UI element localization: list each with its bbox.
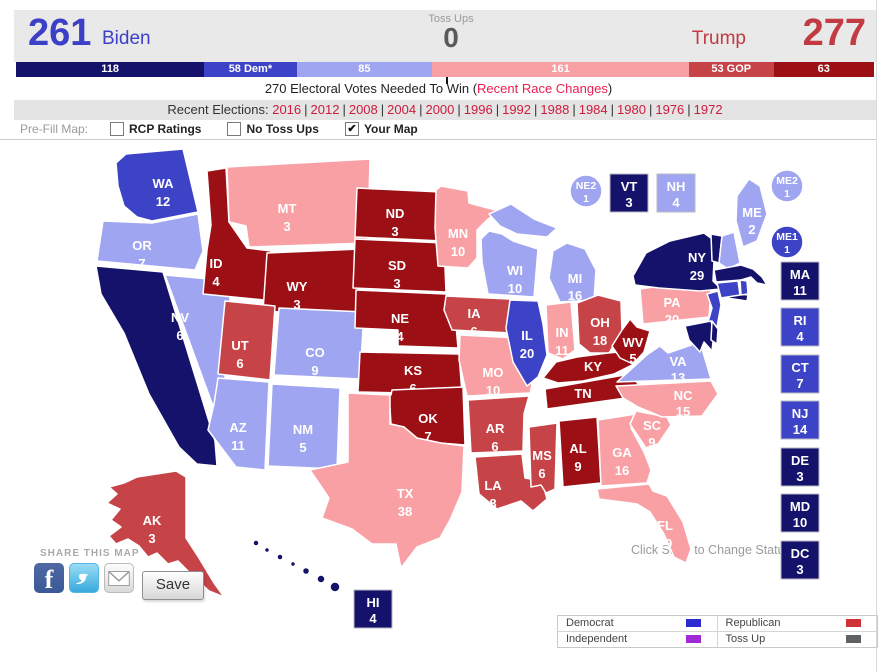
gop-candidate-label: Trump — [691, 28, 746, 49]
prefill-row: Pre-Fill Map: RCP Ratings No Toss Ups ✔ … — [20, 120, 444, 138]
district-me1[interactable]: ME1 1 — [770, 225, 804, 259]
legend-tossup: Toss Up — [718, 632, 878, 648]
bar-segment-lean-dem: 85 — [296, 62, 433, 77]
score-header: 261 Biden Toss Ups 0 Trump 277 — [14, 10, 876, 62]
bar-segment-lean-gop: 161 — [432, 62, 689, 77]
state-ri-shape[interactable] — [739, 279, 749, 296]
recent-elections-row: Recent Elections: 2016 | 2012 | 2008 | 2004 | 20… — [14, 100, 876, 120]
state-me[interactable]: ME 2 — [735, 178, 768, 248]
bar-segment-dem: 58 Dem* — [204, 62, 297, 77]
dem-total: 261 — [28, 12, 92, 54]
year-link-1980[interactable]: 1980 — [617, 102, 646, 117]
state-ct-shape[interactable] — [716, 280, 741, 299]
map-legend: Democrat Republican Independent Toss Up — [557, 615, 878, 648]
state-box-ri[interactable]: RI 4 — [780, 307, 820, 347]
state-box-ma[interactable]: MA 11 — [780, 261, 820, 301]
year-link-1996[interactable]: 1996 — [463, 102, 493, 117]
no-toss-ups-checkbox[interactable] — [227, 122, 242, 136]
year-link-2000[interactable]: 2000 — [425, 102, 455, 117]
year-link-1976[interactable]: 1976 — [655, 102, 685, 117]
prefill-option-rcp-ratings[interactable]: RCP Ratings — [110, 122, 201, 136]
state-box-ct[interactable]: CT 7 — [780, 354, 820, 394]
democrat-swatch — [685, 619, 701, 628]
twitter-icon[interactable] — [69, 563, 99, 593]
state-ms[interactable]: MS 6 — [528, 422, 558, 494]
state-al[interactable]: AL 9 — [558, 416, 602, 488]
state-de-shape[interactable] — [710, 320, 719, 345]
district-ne2[interactable]: NE2 1 — [569, 174, 603, 208]
prefill-option-no-toss-ups[interactable]: No Toss Ups — [227, 122, 319, 136]
year-link-2012[interactable]: 2012 — [310, 102, 340, 117]
state-box-vt[interactable]: VT 3 — [609, 173, 649, 213]
save-button[interactable]: Save — [142, 571, 204, 600]
republican-swatch — [846, 619, 861, 628]
state-wi[interactable]: WI 10 — [480, 230, 539, 298]
dem-candidate-label: Biden — [102, 28, 151, 49]
state-box-nj[interactable]: NJ 14 — [780, 400, 820, 440]
legend-republican: Republican — [717, 616, 877, 632]
state-box-md[interactable]: MD 10 — [780, 493, 820, 533]
tossup-label: Toss Ups — [428, 13, 474, 25]
state-fl[interactable]: FL 29 — [596, 483, 692, 564]
state-box-nh[interactable]: NH 4 — [656, 173, 696, 213]
state-box-de[interactable]: DE 3 — [780, 447, 820, 487]
state-nc[interactable]: NC 15 — [615, 380, 719, 419]
state-ar[interactable]: AR 6 — [467, 395, 530, 454]
district-me2[interactable]: ME2 1 — [770, 169, 804, 203]
bar-segment-gop: 53 GOP — [689, 62, 774, 77]
state-az[interactable]: AZ 11 — [207, 377, 270, 471]
state-mt[interactable]: MT 3 — [226, 158, 371, 248]
legend-independent: Independent — [558, 631, 718, 647]
state-box-dc[interactable]: DC 3 — [780, 540, 820, 580]
share-this-map-label: SHARE THIS MAP — [40, 548, 140, 559]
state-ne[interactable]: NE 4 — [354, 289, 459, 349]
independent-swatch — [685, 635, 701, 644]
prefill-label: Pre-Fill Map: — [20, 122, 89, 136]
tossup-total: 0 — [443, 22, 459, 53]
tossup-block: Toss Ups 0 — [396, 13, 506, 53]
recent-race-changes-link[interactable]: Recent Race Changes — [477, 81, 608, 96]
prefill-option-your-map[interactable]: ✔ Your Map — [344, 122, 418, 136]
state-ut[interactable]: UT 6 — [217, 300, 276, 381]
tossup-swatch — [846, 635, 861, 644]
legend-democrat: Democrat — [558, 616, 718, 632]
email-icon[interactable] — [104, 563, 134, 593]
facebook-icon[interactable]: f — [34, 563, 64, 594]
gop-total: 277 — [802, 12, 866, 54]
year-link-1988[interactable]: 1988 — [540, 102, 570, 117]
270-threshold-tick — [446, 77, 448, 84]
recent-elections-label: Recent Elections: — [167, 102, 269, 117]
state-box-hi[interactable]: HI 4 — [353, 589, 393, 629]
state-wa[interactable]: WA 12 — [115, 148, 199, 222]
bar-segment-solid-dem: 118 — [16, 62, 205, 77]
state-sd[interactable]: SD 3 — [352, 238, 447, 293]
year-link-2008[interactable]: 2008 — [348, 102, 378, 117]
state-nh-shape[interactable] — [718, 231, 741, 270]
header-divider — [0, 139, 877, 140]
page-right-border — [876, 0, 877, 672]
year-link-1992[interactable]: 1992 — [502, 102, 532, 117]
state-ma-shape[interactable] — [713, 264, 768, 286]
state-nd[interactable]: ND 3 — [354, 187, 444, 242]
bar-segment-solid-gop: 63 — [773, 62, 874, 77]
votes-needed-suffix: ) — [607, 81, 613, 96]
year-link-1972[interactable]: 1972 — [693, 102, 723, 117]
state-or[interactable]: OR 7 — [96, 213, 204, 271]
year-link-1984[interactable]: 1984 — [578, 102, 608, 117]
votes-needed-line: 270 Electoral Votes Needed To Win (Recen… — [0, 81, 877, 96]
state-co[interactable]: CO 9 — [273, 307, 365, 380]
electoral-vote-bar: 118 58 Dem* 85 161 53 GOP 63 — [16, 62, 874, 77]
votes-needed-text: 270 Electoral Votes Needed To Win ( — [264, 81, 478, 96]
state-hi-islands[interactable] — [252, 539, 341, 593]
state-wy[interactable]: WY 3 — [262, 248, 361, 317]
year-link-2016[interactable]: 2016 — [272, 102, 302, 117]
state-nm[interactable]: NM 5 — [267, 383, 341, 470]
state-in[interactable]: IN 11 — [545, 301, 576, 360]
your-map-checkbox[interactable]: ✔ — [344, 122, 359, 136]
rcp-ratings-checkbox[interactable] — [110, 122, 125, 136]
year-link-2004[interactable]: 2004 — [387, 102, 417, 117]
